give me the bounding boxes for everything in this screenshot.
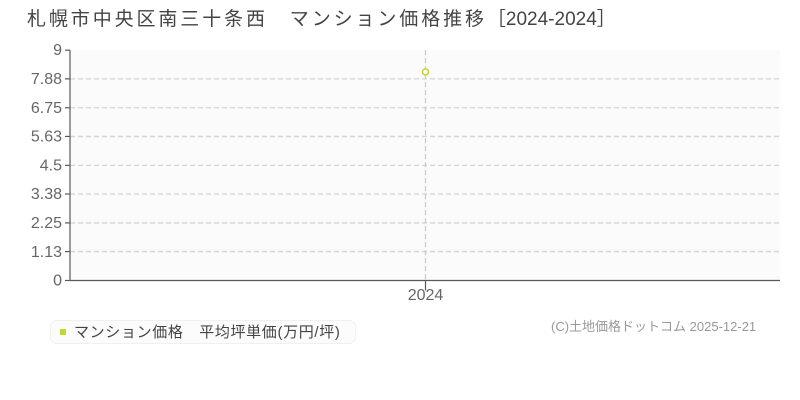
svg-text:2024: 2024 [408, 287, 444, 304]
svg-text:4.5: 4.5 [40, 158, 62, 175]
svg-text:6.75: 6.75 [31, 100, 62, 117]
svg-text:2.25: 2.25 [31, 215, 62, 232]
svg-text:5.63: 5.63 [31, 129, 62, 146]
svg-text:7.88: 7.88 [31, 71, 62, 88]
svg-text:9: 9 [53, 42, 62, 59]
svg-text:3.38: 3.38 [31, 186, 62, 203]
svg-text:1.13: 1.13 [31, 244, 62, 261]
svg-text:0: 0 [53, 273, 62, 290]
